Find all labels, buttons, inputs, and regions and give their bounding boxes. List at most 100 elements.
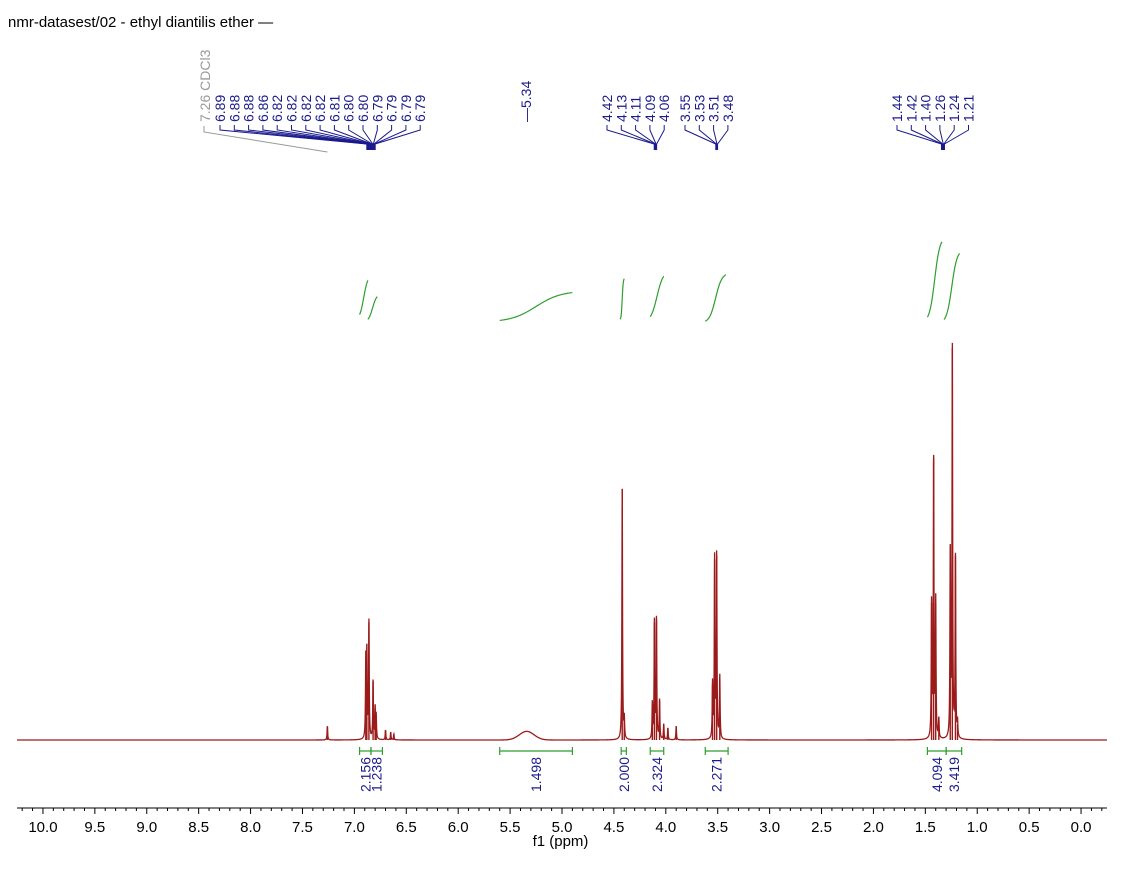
peak-label: 3.51	[706, 95, 722, 122]
integral-curves-layer	[359, 241, 961, 322]
peak-label-connector	[606, 125, 655, 150]
spectrum-title: nmr-datasest/02 - ethyl diantilis ether …	[8, 14, 274, 31]
peak-label-connector	[698, 125, 717, 150]
x-tick-label: 6.0	[448, 819, 469, 836]
peak-label-connector	[374, 125, 421, 150]
integral-value: 2.000	[616, 757, 632, 792]
integral-curve	[367, 296, 378, 320]
x-tick-label: 8.5	[188, 819, 209, 836]
x-tick-label: 4.0	[655, 819, 676, 836]
x-tick-label: 0.0	[1071, 819, 1092, 836]
peak-label: 4.42	[599, 95, 615, 122]
x-tick-label: 2.0	[863, 819, 884, 836]
x-tick-label: 1.0	[967, 819, 988, 836]
x-tick-label: 2.5	[811, 819, 832, 836]
integral-curve	[704, 274, 727, 322]
spectrum-trace	[17, 342, 1107, 741]
peak-label-connector	[684, 125, 717, 150]
peak-label: 1.26	[932, 95, 948, 122]
peak-label-connector	[262, 125, 370, 150]
x-tick-label: 7.5	[292, 819, 313, 836]
peak-label: 6.82	[284, 95, 300, 122]
peak-label: 1.21	[961, 95, 977, 122]
integral-value: 1.238	[369, 757, 385, 792]
integral-value: 4.094	[929, 757, 945, 792]
x-tick-label: 5.0	[552, 819, 573, 836]
peak-label: 3.53	[691, 95, 707, 122]
peak-label: 6.82	[298, 95, 314, 122]
peak-label: 1.44	[889, 95, 905, 122]
peak-label: 6.80	[341, 95, 357, 122]
peak-label-connector	[372, 125, 378, 150]
peak-label: 1.40	[918, 95, 934, 122]
peak-label: 1.24	[946, 95, 962, 122]
integral-curve	[926, 241, 943, 318]
peak-label-connector	[219, 125, 368, 150]
peak-label: 6.79	[369, 95, 385, 122]
x-tick-label: 8.0	[240, 819, 261, 836]
peak-label: 6.82	[312, 95, 328, 122]
peak-label: 6.79	[398, 95, 414, 122]
x-tick-label: 0.5	[1019, 819, 1040, 836]
integral-curve	[499, 291, 573, 322]
peak-label: 6.86	[255, 95, 271, 122]
x-tick-label: 9.0	[136, 819, 157, 836]
peak-label: 6.88	[226, 95, 242, 122]
peak-label: 4.11	[628, 96, 644, 122]
peak-label-connector	[276, 125, 370, 150]
peak-label: 6.79	[412, 95, 428, 122]
peak-label-connector	[233, 125, 368, 150]
peak-label: 6.80	[355, 95, 371, 122]
peak-label-connector	[333, 125, 373, 150]
peak-label-connector	[896, 125, 942, 150]
peak-label: 6.81	[326, 95, 342, 122]
integral-curve	[619, 278, 625, 320]
peak-label-connector	[374, 125, 407, 150]
peak-label-connector	[939, 125, 944, 150]
solvent-label-connector	[203, 126, 328, 153]
x-tick-label: 10.0	[28, 819, 57, 836]
peak-label: 6.82	[269, 95, 285, 122]
integral-value: 2.324	[649, 757, 665, 792]
x-tick-label: 7.0	[344, 819, 365, 836]
x-tick-label: 3.5	[707, 819, 728, 836]
x-tick-label: 6.5	[396, 819, 417, 836]
peak-label-connector	[373, 125, 393, 150]
x-tick-label: 1.5	[915, 819, 936, 836]
integral-value: 3.419	[946, 757, 962, 792]
peak-label-connector	[656, 125, 665, 150]
peak-label: 4.13	[613, 95, 629, 122]
spectrum-layer	[17, 342, 1107, 741]
peak-label: 4.09	[642, 95, 658, 122]
integral-curve	[943, 253, 961, 320]
x-tick-label: 3.0	[759, 819, 780, 836]
peak-label-connector	[362, 125, 374, 150]
integral-value: 2.156	[357, 757, 373, 792]
peak-label-connector	[635, 125, 656, 150]
peak-label-connector	[910, 125, 943, 150]
peak-label: 1.42	[903, 95, 919, 122]
x-axis-label: f1 (ppm)	[532, 833, 589, 850]
peak-label-connector	[649, 125, 657, 150]
solvent-peak-label: 7.26 CDCl3	[197, 49, 213, 122]
peak-label: 6.88	[241, 95, 257, 122]
x-tick-label: 5.5	[500, 819, 521, 836]
peak-labels-layer: 7.26 CDCl3 6.896.886.886.866.826.826.826.…	[197, 49, 977, 153]
peak-label: 6.79	[384, 95, 400, 122]
peak-label-connector	[943, 125, 969, 150]
integral-value: 1.498	[528, 757, 544, 792]
peak-label: 3.55	[677, 95, 693, 122]
peak-label-connector	[943, 125, 955, 150]
peak-label-connector	[305, 125, 371, 150]
peak-label: —5.34	[518, 81, 534, 122]
integral-value: 2.271	[709, 757, 725, 792]
peak-label-connector	[348, 125, 373, 150]
peak-label-connector	[713, 125, 718, 150]
peak-label: 6.89	[212, 95, 228, 122]
peak-label: 4.06	[656, 95, 672, 122]
integral-curve	[359, 280, 369, 315]
peak-label-connector	[319, 125, 372, 150]
x-axis-layer: 10.0 9.5 9.0 8.5 8.0 7.5 7.0 6.5 6.0 5.5 5.0 4.5 4.0…	[17, 807, 1107, 836]
peak-label: 3.48	[720, 95, 736, 122]
